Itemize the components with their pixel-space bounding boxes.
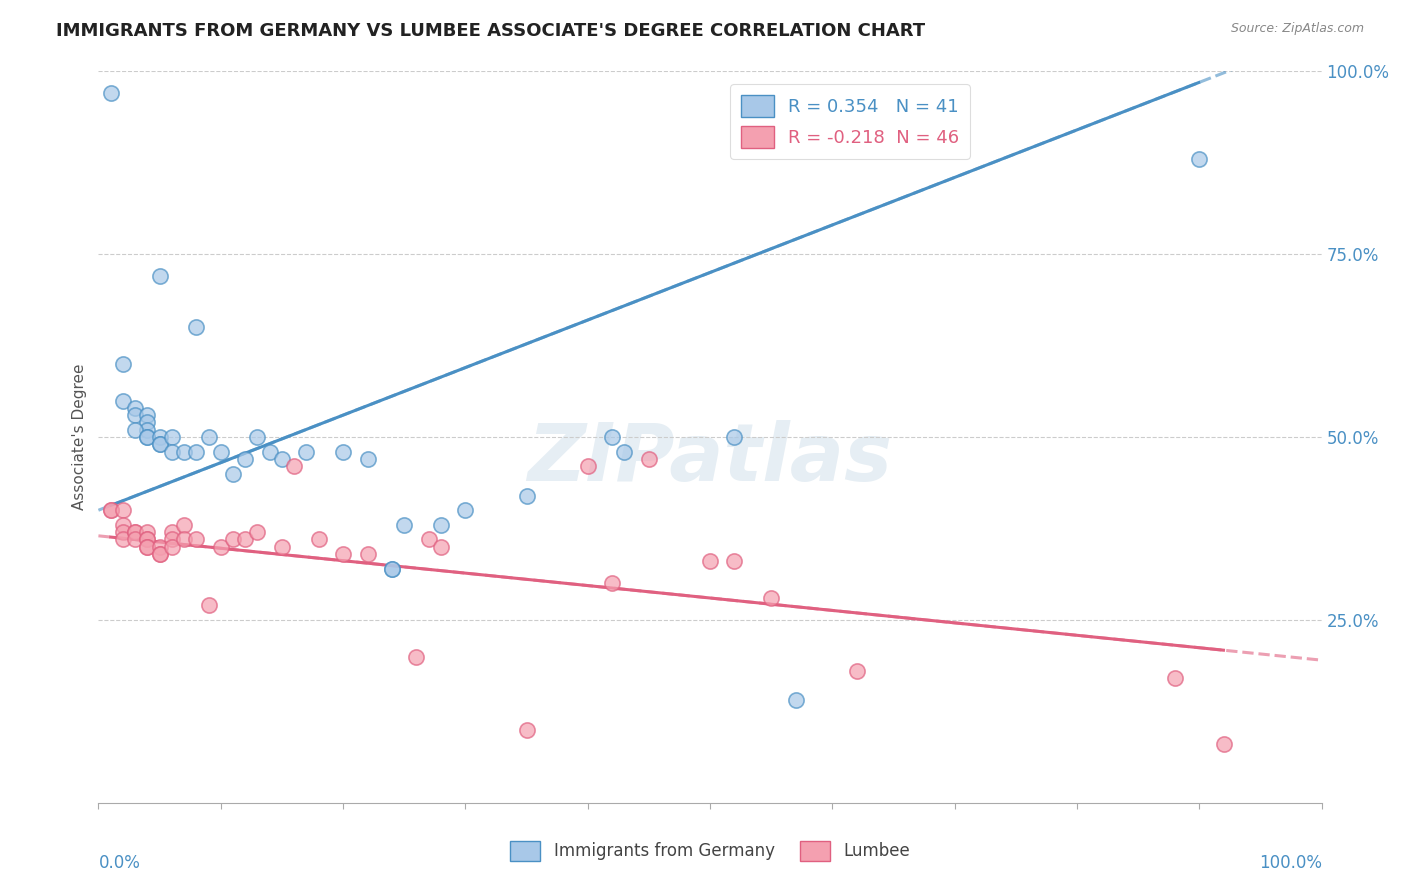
Point (613, 444, 636, 458)
Point (761, 591, 783, 605)
Point (600, 430, 623, 444)
Point (136, 423, 159, 437)
Point (1164, 672, 1187, 686)
Point (124, 423, 146, 437)
Point (222, 467, 245, 481)
Point (515, 723, 537, 737)
Text: 0.0%: 0.0% (98, 854, 141, 872)
Point (173, 517, 195, 532)
Y-axis label: Associate's Degree: Associate's Degree (72, 364, 87, 510)
Point (295, 444, 318, 458)
Point (430, 517, 453, 532)
Point (259, 444, 281, 458)
Point (1212, 737, 1234, 751)
Point (222, 533, 245, 547)
Point (149, 437, 172, 451)
Point (136, 430, 159, 444)
Point (186, 533, 208, 547)
Point (699, 554, 721, 568)
Point (723, 554, 745, 568)
Point (209, 540, 232, 554)
Point (136, 408, 159, 422)
Point (233, 533, 256, 547)
Point (160, 444, 183, 458)
Point (381, 562, 404, 576)
Point (124, 408, 146, 422)
Point (136, 540, 159, 554)
Point (405, 649, 427, 664)
Point (124, 525, 146, 540)
Point (100, 503, 122, 517)
Point (111, 357, 134, 371)
Point (186, 444, 208, 458)
Point (160, 525, 183, 540)
Point (392, 517, 416, 532)
Point (600, 576, 623, 591)
Point (124, 525, 146, 540)
Point (418, 533, 440, 547)
Point (332, 547, 354, 561)
Point (136, 525, 159, 540)
Point (430, 540, 453, 554)
Point (197, 430, 219, 444)
Point (160, 430, 183, 444)
Point (246, 525, 269, 540)
Point (111, 525, 134, 540)
Point (111, 393, 134, 408)
Point (100, 503, 122, 517)
Point (576, 459, 599, 474)
Point (173, 444, 195, 458)
Point (332, 444, 354, 458)
Point (308, 533, 330, 547)
Point (270, 452, 294, 467)
Point (454, 503, 477, 517)
Text: IMMIGRANTS FROM GERMANY VS LUMBEE ASSOCIATE'S DEGREE CORRELATION CHART: IMMIGRANTS FROM GERMANY VS LUMBEE ASSOCI… (56, 22, 925, 40)
Point (124, 401, 146, 415)
Point (197, 599, 219, 613)
Point (136, 533, 159, 547)
Point (111, 517, 134, 532)
Point (515, 489, 537, 503)
Text: ZIPatlas: ZIPatlas (527, 420, 893, 498)
Point (111, 503, 134, 517)
Point (136, 430, 159, 444)
Point (638, 452, 661, 467)
Point (124, 533, 146, 547)
Point (381, 562, 404, 576)
Point (160, 533, 183, 547)
Point (246, 430, 269, 444)
Text: 100.0%: 100.0% (1258, 854, 1322, 872)
Point (1188, 152, 1211, 166)
Point (149, 437, 172, 451)
Point (149, 430, 172, 444)
Point (149, 547, 172, 561)
Point (209, 444, 232, 458)
Legend: Immigrants from Germany, Lumbee: Immigrants from Germany, Lumbee (503, 834, 917, 868)
Point (136, 416, 159, 430)
Point (233, 452, 256, 467)
Point (149, 540, 172, 554)
Point (356, 452, 378, 467)
Text: Source: ZipAtlas.com: Source: ZipAtlas.com (1230, 22, 1364, 36)
Point (186, 320, 208, 334)
Point (149, 269, 172, 284)
Point (149, 547, 172, 561)
Point (270, 540, 294, 554)
Point (845, 664, 868, 678)
Point (283, 459, 305, 474)
Point (785, 693, 807, 707)
Point (723, 430, 745, 444)
Point (160, 540, 183, 554)
Point (136, 540, 159, 554)
Point (136, 533, 159, 547)
Point (100, 87, 122, 101)
Point (173, 533, 195, 547)
Point (356, 547, 378, 561)
Point (111, 533, 134, 547)
